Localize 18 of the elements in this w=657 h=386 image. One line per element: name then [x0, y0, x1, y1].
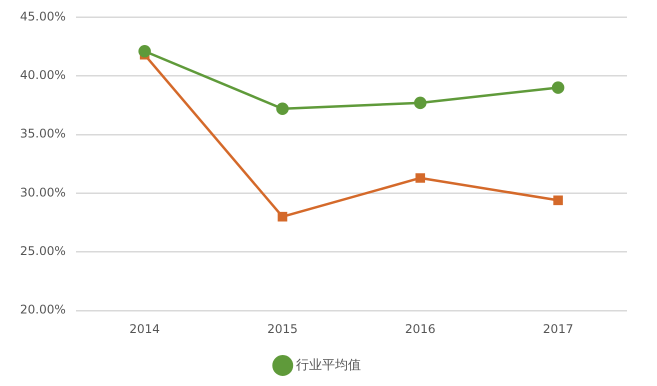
point [276, 102, 289, 115]
point [138, 44, 151, 58]
point [553, 195, 563, 206]
x-tick-label: 2015 [267, 322, 298, 336]
point [278, 212, 288, 222]
point [416, 173, 426, 183]
point [414, 96, 427, 110]
x-tick-label: 2016 [405, 322, 436, 336]
y-tick-label: 35.00% [20, 126, 66, 141]
x-tick-label: 2014 [129, 322, 160, 336]
point [552, 81, 564, 94]
legend-label: 行业平均值 [296, 358, 361, 373]
y-tick-label: 25.00% [20, 244, 66, 258]
y-tick-label: 40.00% [20, 68, 66, 82]
y-tick-label: 30.00% [20, 185, 66, 200]
y-tick-label: 20.00% [20, 302, 66, 317]
x-tick-label: 2017 [542, 322, 574, 336]
y-tick-label: 45.00% [20, 9, 66, 24]
